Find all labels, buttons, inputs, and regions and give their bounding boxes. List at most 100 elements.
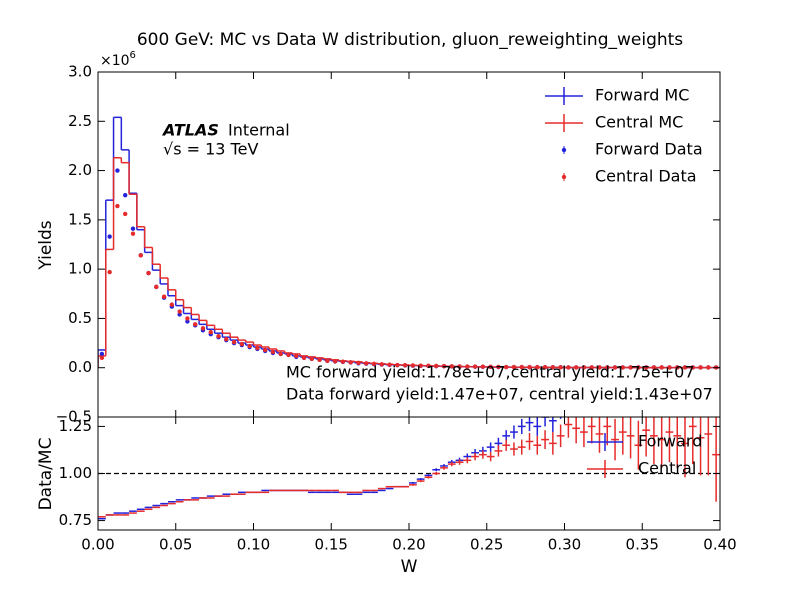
data-point <box>535 365 540 370</box>
legend-label: Forward <box>638 432 702 451</box>
data-point <box>659 365 664 370</box>
data-point <box>605 365 610 370</box>
data-point <box>138 253 143 258</box>
data-point <box>488 364 493 370</box>
data-point <box>566 365 571 370</box>
data-point <box>542 365 548 370</box>
legend-label: Forward MC <box>595 86 689 105</box>
ratio-plot <box>98 417 720 520</box>
data-point <box>581 365 587 370</box>
x-tick-label: 0.35 <box>626 536 659 554</box>
mc-yield-label: MC forward yield:1.78e+07,central yield:… <box>286 363 695 382</box>
chart-title: 600 GeV: MC vs Data W distribution, gluo… <box>137 30 683 50</box>
data-point <box>620 365 626 370</box>
y-tick-label: 1.5 <box>68 210 92 228</box>
data-point <box>130 226 136 231</box>
data-point <box>589 365 594 370</box>
data-point <box>472 364 478 369</box>
x-tick-label: 0.00 <box>81 536 114 554</box>
x-tick-label: 0.30 <box>548 536 581 554</box>
data-point <box>706 365 711 370</box>
data-point <box>115 203 120 209</box>
data-yield-label: Data forward yield:1.47e+07, central yie… <box>286 385 713 404</box>
data-point <box>573 365 579 370</box>
data-point <box>550 365 556 370</box>
data-point <box>270 349 276 355</box>
data-point <box>558 365 563 370</box>
data-point <box>675 365 680 370</box>
data-point <box>364 361 369 366</box>
data-point <box>643 365 649 370</box>
data-point <box>496 364 501 370</box>
data-point <box>146 270 151 276</box>
data-point <box>161 294 167 299</box>
ratio-frame <box>97 416 721 531</box>
status-label: Internal <box>228 121 290 140</box>
x-tick-label: 0.05 <box>159 536 192 554</box>
data-point <box>434 363 439 369</box>
data-point <box>224 336 229 342</box>
data-point <box>597 365 602 370</box>
data-point <box>449 364 454 369</box>
data-point <box>519 364 524 370</box>
data-point <box>667 365 672 370</box>
data-point <box>690 365 695 370</box>
data-point <box>255 345 260 351</box>
data-point <box>698 365 703 370</box>
y-tick-label: 2.5 <box>68 112 92 130</box>
data-point <box>278 351 283 357</box>
data-point <box>511 364 517 370</box>
y-offset: ×106 <box>100 50 136 69</box>
x-tick-label: 0.10 <box>237 536 270 554</box>
data-point <box>503 364 509 370</box>
y-tick-label: 3.0 <box>68 63 92 81</box>
offset-exponent: 6 <box>130 50 136 61</box>
data-point <box>185 316 190 321</box>
data-point <box>262 347 268 353</box>
offset-base: ×10 <box>100 53 130 69</box>
data-point <box>309 356 315 362</box>
y-tick-label: 1.0 <box>68 260 92 278</box>
data-point <box>216 333 221 339</box>
y-tick-label: 1.25 <box>59 417 92 435</box>
data-point <box>628 365 633 370</box>
data-point <box>356 360 361 365</box>
data-point <box>154 284 159 290</box>
data-point <box>371 361 377 367</box>
data-point <box>301 355 307 361</box>
data-point <box>169 302 175 307</box>
legend-label: Forward Data <box>595 140 703 159</box>
data-point <box>465 364 470 369</box>
data-point <box>441 363 447 369</box>
data-point <box>99 355 105 361</box>
data-point <box>325 358 330 364</box>
data-point <box>418 363 423 368</box>
data-point <box>387 362 392 367</box>
data-point <box>480 364 486 369</box>
data-point <box>457 364 462 369</box>
data-point <box>402 363 408 368</box>
data-point <box>340 359 346 364</box>
x-tick-label: 0.25 <box>470 536 503 554</box>
data-point <box>231 339 237 345</box>
data-point <box>115 168 120 173</box>
data-point <box>410 363 416 368</box>
data-point <box>636 365 641 370</box>
ratio-y-axis-label: Data/MC <box>36 438 56 511</box>
data-point <box>107 269 112 275</box>
data-point <box>286 352 291 358</box>
data-point <box>317 357 322 363</box>
data-point <box>247 343 252 349</box>
data-point <box>130 231 136 236</box>
y-tick-label: 0.75 <box>59 511 92 529</box>
data-point <box>123 211 128 217</box>
main-plot <box>98 116 720 370</box>
data-point <box>192 322 198 327</box>
data-point <box>99 351 105 357</box>
legend-label: Central <box>638 459 696 478</box>
data-point <box>379 362 384 367</box>
data-point <box>208 330 213 335</box>
x-tick-label: 0.40 <box>703 536 736 554</box>
data-point <box>527 364 532 370</box>
